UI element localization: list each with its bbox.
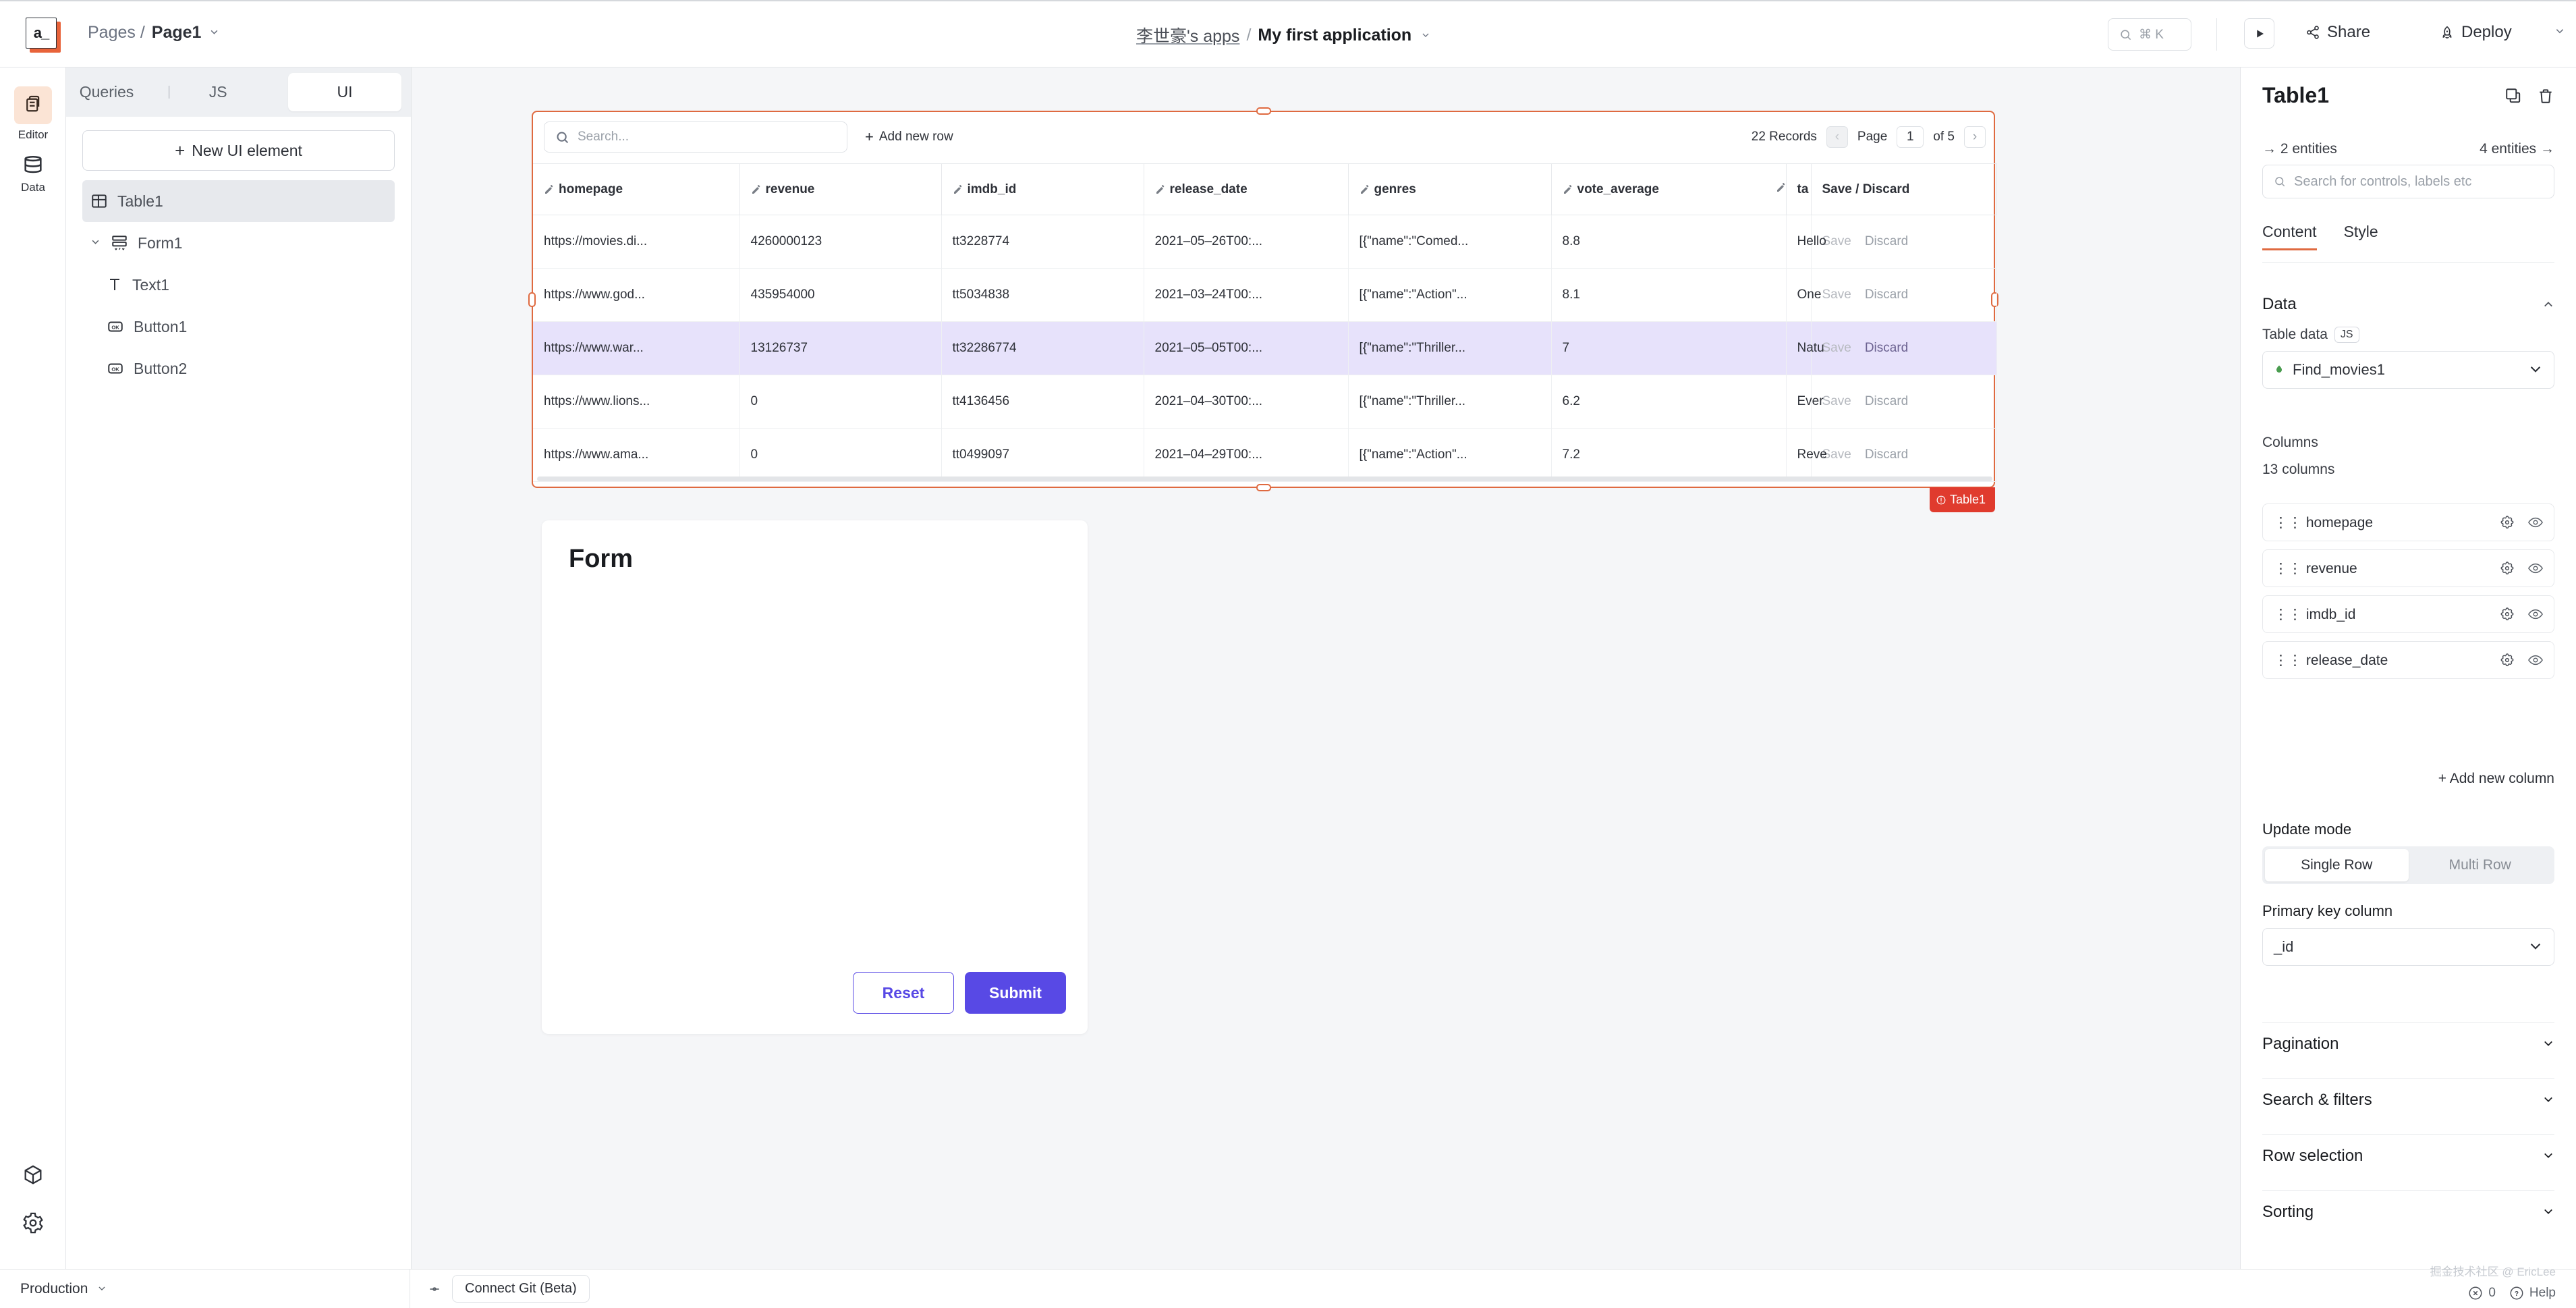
svg-text:OK: OK — [111, 324, 119, 330]
svg-text:OK: OK — [111, 366, 119, 372]
svg-text:?: ? — [2515, 1290, 2519, 1298]
